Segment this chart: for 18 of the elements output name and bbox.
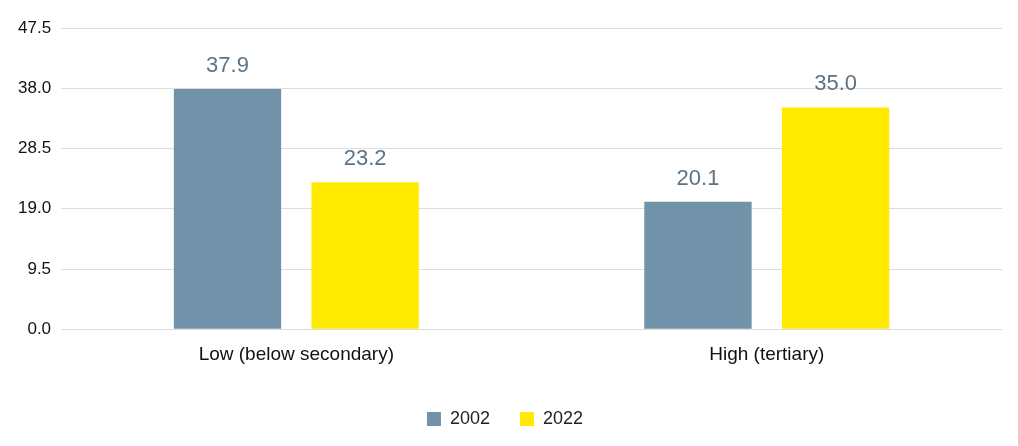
y-tick-label: 47.5: [17, 17, 52, 37]
data-label: 35.0: [814, 70, 857, 96]
legend-label: 2022: [543, 407, 584, 428]
y-tick-label: 28.5: [17, 138, 52, 158]
x-tick-label: Low (below secondary): [198, 342, 394, 364]
y-tick-label: 0.0: [27, 318, 52, 338]
data-label: 37.9: [206, 52, 249, 78]
y-tick-label: 19.0: [17, 198, 52, 218]
legend-label: 2002: [449, 407, 490, 428]
bar: [173, 89, 282, 329]
y-tick-label: 38.0: [17, 78, 52, 98]
bar: [311, 182, 419, 329]
data-label: 20.1: [676, 164, 720, 190]
x-tick-label: High (tertiary): [709, 342, 825, 364]
y-tick-label: 9.5: [27, 258, 52, 278]
bar: [644, 201, 752, 329]
bar: [781, 107, 890, 329]
data-label: 23.2: [343, 145, 387, 171]
